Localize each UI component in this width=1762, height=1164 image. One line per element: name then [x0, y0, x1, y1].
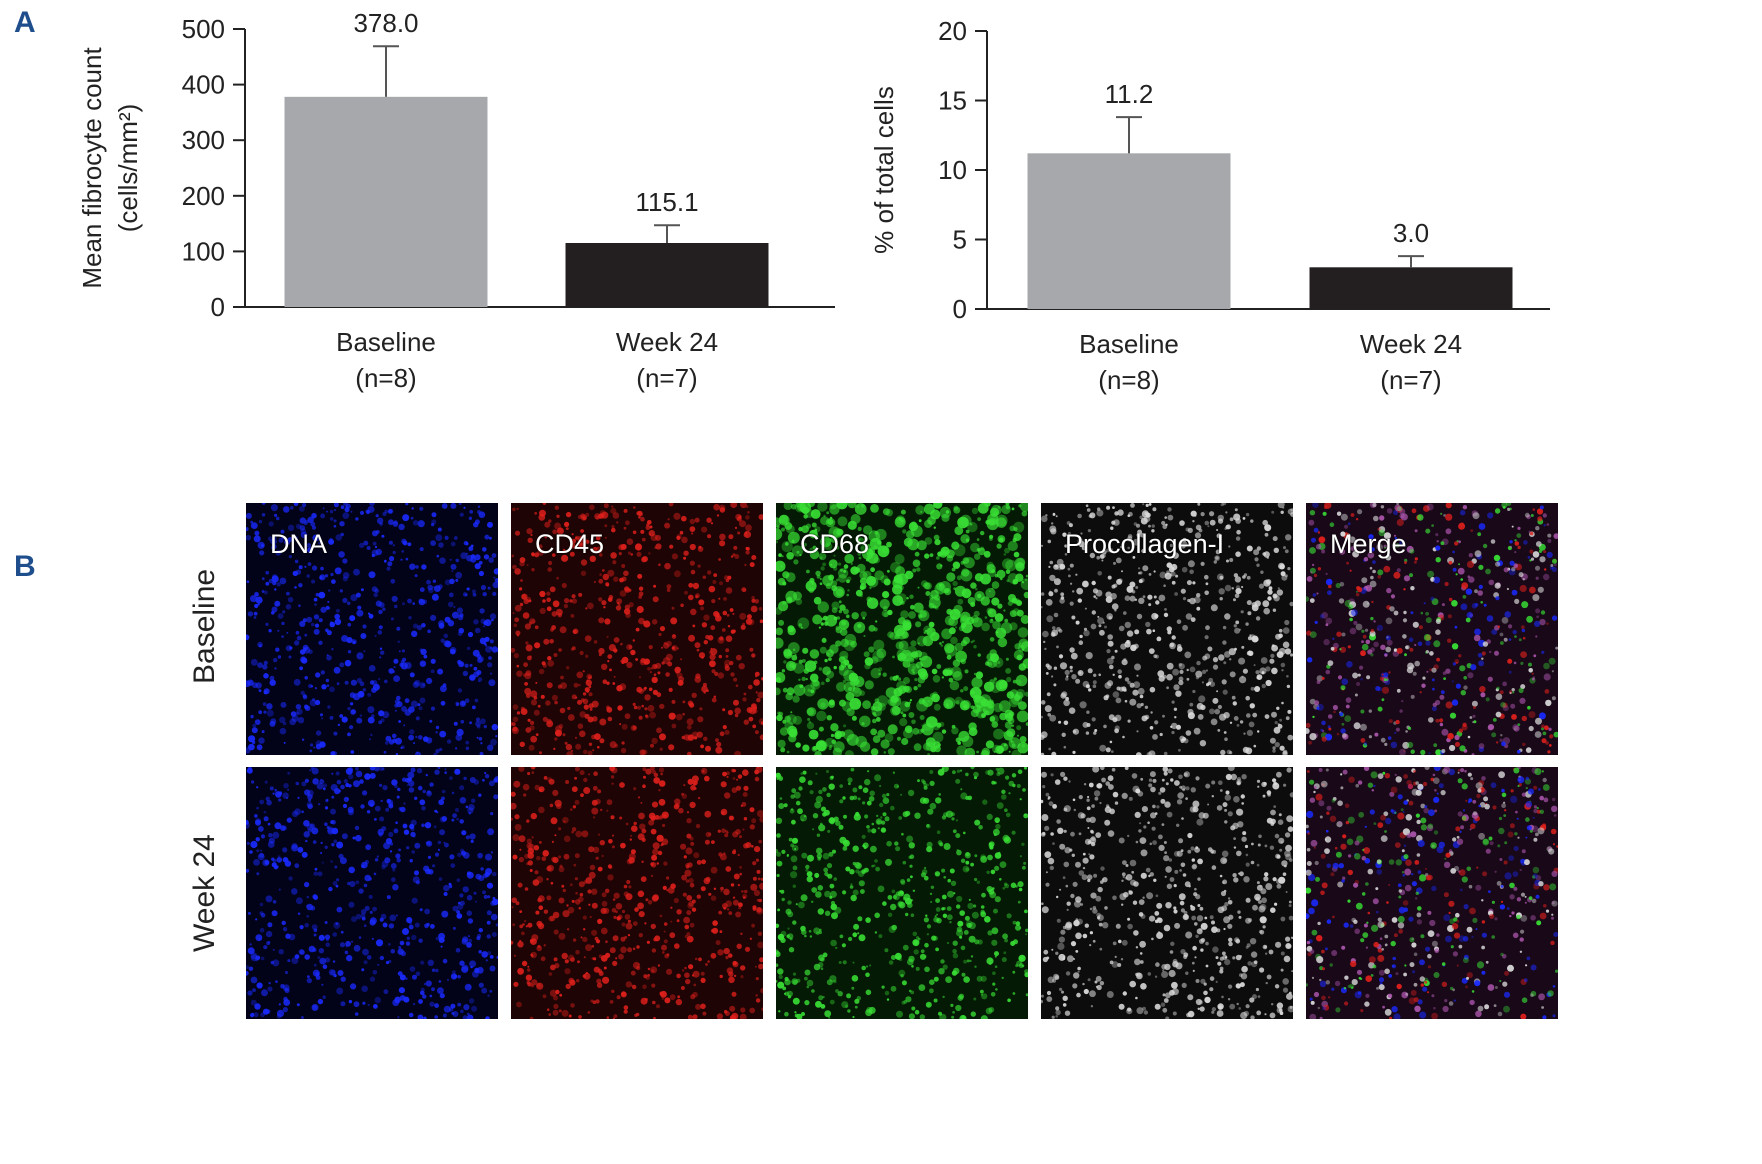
- bar-week-24: [565, 243, 769, 307]
- bar-baseline: [1027, 153, 1231, 309]
- micrograph-texture: [1306, 503, 1558, 755]
- y-tick-label: 200: [182, 181, 225, 211]
- chart-fibrocyte-count: 0 100 200 300 400 500 Mean fibrocyte count (cel…: [77, 8, 835, 393]
- micrograph-cd45-week-24: [511, 767, 763, 1019]
- x-tick-sublabel: (n=7): [1380, 365, 1441, 395]
- x-tick-sublabel: (n=8): [355, 363, 416, 393]
- x-tick-label: Baseline: [1079, 329, 1179, 359]
- y-tick-label: 5: [953, 225, 967, 255]
- y-axis-label: % of total cells: [869, 86, 899, 254]
- y-axis-label-unit: (cells/mm²): [113, 104, 143, 233]
- y-tick-label: 15: [938, 86, 967, 116]
- chart-percent-total-cells: 0 5 10 15 20 % of total cells 11.2 Baseline (n=8…: [869, 16, 1550, 395]
- bar-baseline: [284, 96, 488, 307]
- micrograph-procollagen-i-week-24: [1041, 767, 1293, 1019]
- micrograph-cd68-week-24: [776, 767, 1028, 1019]
- micrograph-dna-week-24: [246, 767, 498, 1019]
- micrograph-texture: [246, 503, 498, 755]
- micrograph-texture: [511, 767, 763, 1019]
- y-tick-label: 0: [953, 294, 967, 324]
- micrograph-cd68-baseline: CD68: [776, 503, 1028, 755]
- x-tick-label: Week 24: [616, 327, 718, 357]
- data-label: 378.0: [353, 8, 418, 38]
- y-tick-label: 300: [182, 125, 225, 155]
- panel-label-a: A: [14, 6, 36, 39]
- micrograph-merge-week-24: [1306, 767, 1558, 1019]
- bar-week-24: [1309, 267, 1513, 309]
- micrograph-texture: [1041, 503, 1293, 755]
- row-label-week-24: Week 24: [188, 834, 221, 952]
- y-axis-label: Mean fibrocyte count: [77, 47, 107, 289]
- micrograph-texture: [511, 503, 763, 755]
- micrograph-texture: [246, 767, 498, 1019]
- micrograph-procollagen-i-baseline: Procollagen-I: [1041, 503, 1293, 755]
- data-label: 11.2: [1105, 79, 1154, 109]
- micrograph-texture: [776, 503, 1028, 755]
- micrograph-texture: [1306, 767, 1558, 1019]
- y-tick-label: 0: [211, 292, 225, 322]
- stain-label-cd68: CD68: [800, 529, 870, 559]
- x-tick-label: Baseline: [336, 327, 436, 357]
- y-tick-label: 500: [182, 14, 225, 44]
- data-label: 3.0: [1393, 218, 1429, 248]
- x-tick-sublabel: (n=8): [1098, 365, 1159, 395]
- stain-label-dna: DNA: [270, 529, 328, 559]
- y-tick-label: 100: [182, 236, 225, 266]
- stain-label-cd45: CD45: [535, 529, 605, 559]
- micrograph-cd45-baseline: CD45: [511, 503, 763, 755]
- row-label-baseline: Baseline: [188, 568, 221, 684]
- stain-label-merge: Merge: [1330, 529, 1407, 559]
- micrograph-merge-baseline: Merge: [1306, 503, 1558, 755]
- x-tick-label: Week 24: [1360, 329, 1462, 359]
- y-tick-label: 400: [182, 70, 225, 100]
- y-tick-label: 10: [938, 155, 967, 185]
- data-label: 115.1: [635, 187, 698, 217]
- y-tick-label: 20: [938, 16, 967, 46]
- micrograph-texture: [776, 767, 1028, 1019]
- micrograph-dna-baseline: DNA: [246, 503, 498, 755]
- stain-label-procollagen-i: Procollagen-I: [1065, 529, 1225, 559]
- micrograph-texture: [1041, 767, 1293, 1019]
- panel-label-b: B: [14, 550, 36, 583]
- x-tick-sublabel: (n=7): [636, 363, 697, 393]
